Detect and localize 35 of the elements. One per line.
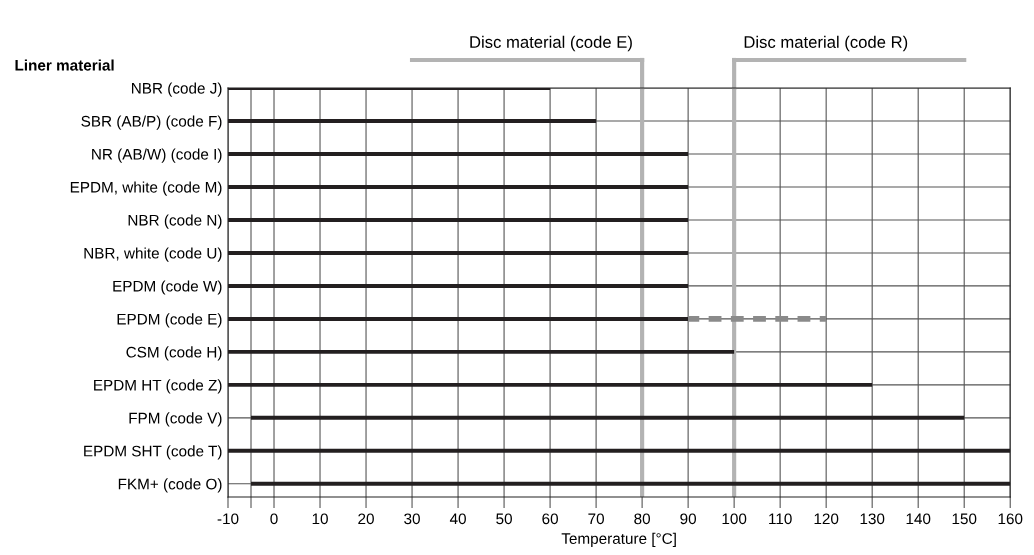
x-tick-label: 90 xyxy=(680,513,697,525)
x-tick-label: 130 xyxy=(860,513,885,525)
x-tick-label: 100 xyxy=(722,513,747,525)
y-tick-label: FPM (code V) xyxy=(129,412,222,427)
y-tick-label: NR (AB/W) (code I) xyxy=(92,148,222,163)
x-tick-label: 160 xyxy=(998,513,1023,525)
x-tick-label: 20 xyxy=(358,513,374,525)
x-tick-label: 30 xyxy=(404,513,420,525)
y-tick-label: EPDM SHT (code T) xyxy=(84,445,222,460)
y-tick-label: FKM+ (code O) xyxy=(118,478,222,493)
x-tick-label: 150 xyxy=(952,513,977,525)
x-tick-label: 60 xyxy=(542,513,558,525)
ref-line-label: Disc material (code R) xyxy=(744,35,908,52)
text: Liner material xyxy=(15,59,114,71)
y-tick-label: EPDM (code E) xyxy=(117,313,222,328)
x-tick-label: 70 xyxy=(588,513,604,525)
y-tick-label: EPDM, white (code M) xyxy=(70,181,222,196)
y-tick-label: NBR (code J) xyxy=(132,82,222,97)
x-tick-label: 50 xyxy=(496,513,512,525)
y-tick-label: EPDM HT (code Z) xyxy=(94,379,222,394)
x-tick-label: 110 xyxy=(769,513,792,525)
y-tick-label: NBR, white (code U) xyxy=(84,247,222,262)
y-tick-label: EPDM (code W) xyxy=(113,280,222,295)
x-tick-label: 0 xyxy=(270,513,278,525)
x-tick-label: 40 xyxy=(449,513,466,525)
y-tick-label: CSM (code H) xyxy=(126,346,222,361)
x-tick-label: 80 xyxy=(634,513,651,525)
x-axis-title: Temperature [°C] xyxy=(561,532,676,548)
ref-line-label: Disc material (code E) xyxy=(470,35,632,52)
y-tick-label: SBR (AB/P) (code F) xyxy=(81,115,222,130)
x-tick-label: 120 xyxy=(814,513,839,525)
y-tick-label: NBR (code N) xyxy=(128,214,222,229)
x-tick-label: 10 xyxy=(312,513,328,525)
x-tick-label: -10 xyxy=(217,513,239,525)
x-tick-label: 140 xyxy=(906,513,931,525)
